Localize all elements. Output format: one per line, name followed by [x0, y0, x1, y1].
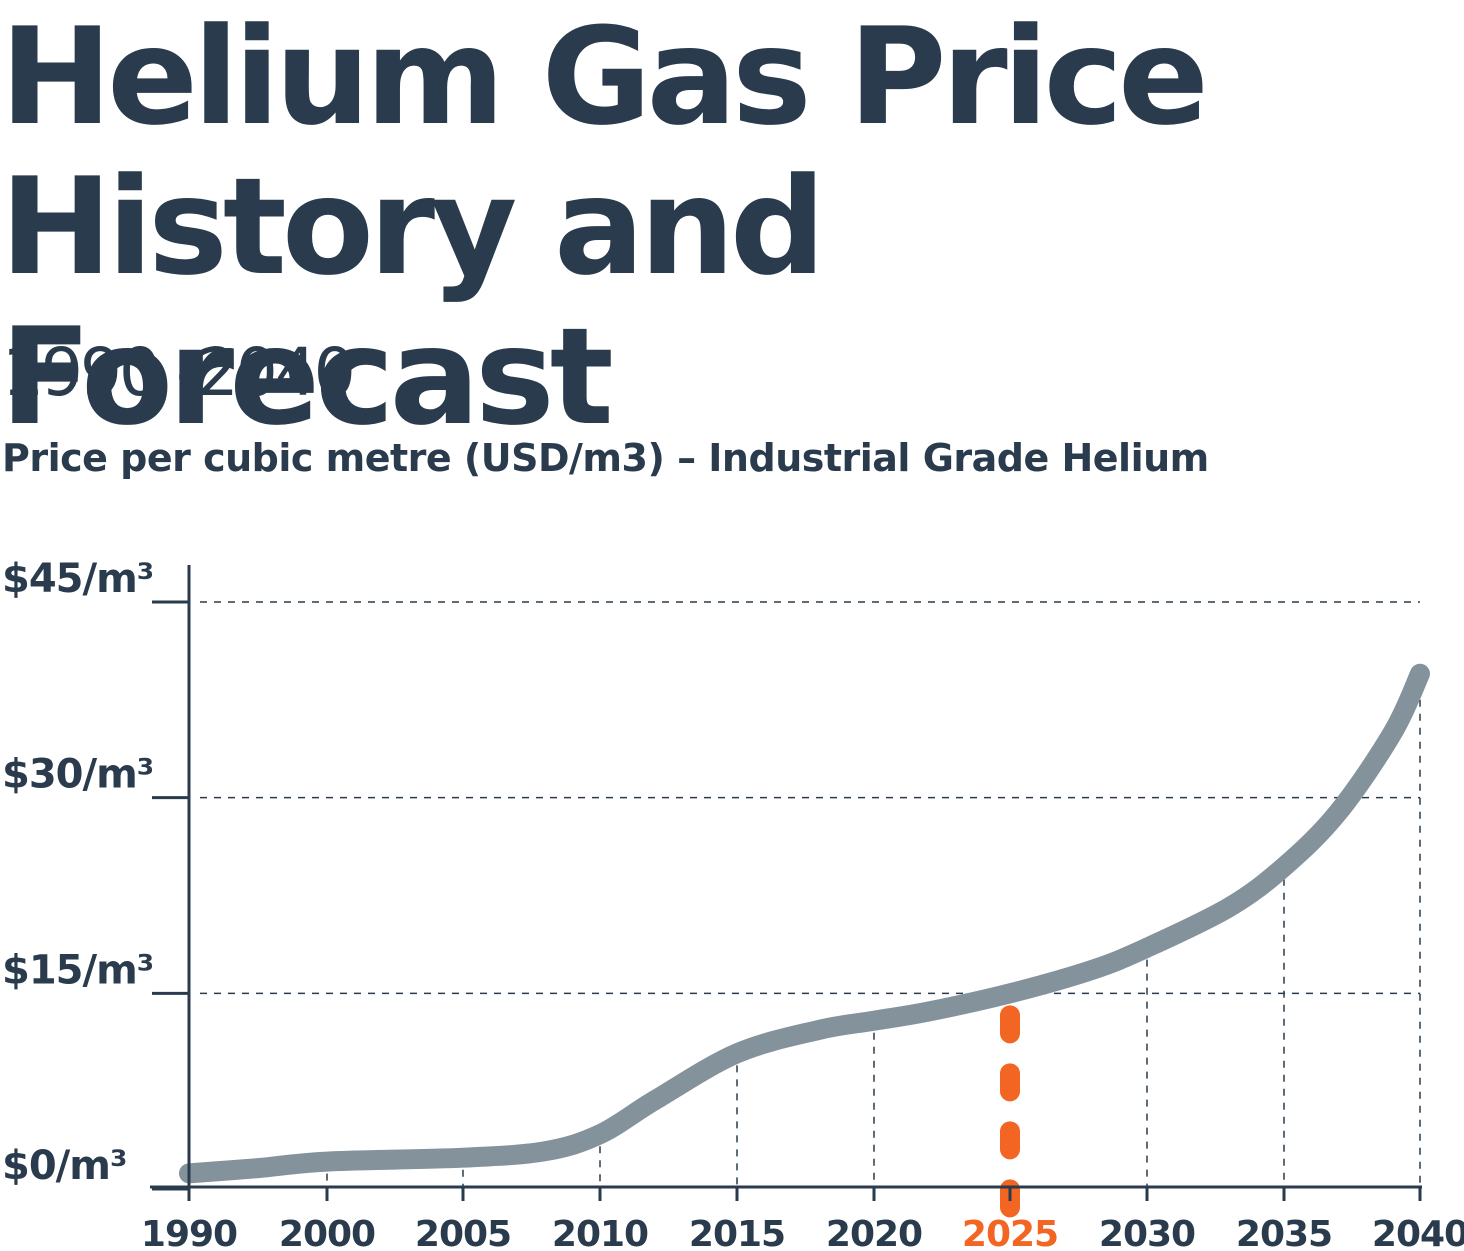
x-tick-label-highlight: 2025 [962, 1214, 1058, 1251]
title-line-2: History and Forecast [0, 149, 826, 455]
x-tick-label: 2030 [1099, 1214, 1195, 1251]
x-tick-label: 2005 [415, 1214, 511, 1251]
x-tick-label: 2020 [826, 1214, 922, 1251]
x-tick-label: 2000 [279, 1214, 375, 1251]
unit-label: Price per cubic metre (USD/m3) – Industr… [2, 436, 1209, 480]
y-tick-label: $45/m³ [2, 556, 153, 602]
price-series-line [179, 663, 1430, 1184]
x-tick-label: 2040 [1372, 1214, 1464, 1251]
x-tick-label: 1990 [141, 1214, 237, 1251]
title-line-1: Helium Gas Price [0, 0, 1209, 155]
y-tick-label: $15/m³ [2, 947, 153, 993]
x-tick-label: 2015 [689, 1214, 785, 1251]
x-tick-label: 2035 [1236, 1214, 1332, 1251]
page-title: Helium Gas Price History and Forecast [0, 2, 1464, 452]
x-tick-label: 2010 [552, 1214, 648, 1251]
chart-subtitle: 1990 -2040 [2, 334, 356, 411]
y-tick-label: $30/m³ [2, 752, 153, 798]
y-tick-label: $0/m³ [2, 1143, 126, 1189]
